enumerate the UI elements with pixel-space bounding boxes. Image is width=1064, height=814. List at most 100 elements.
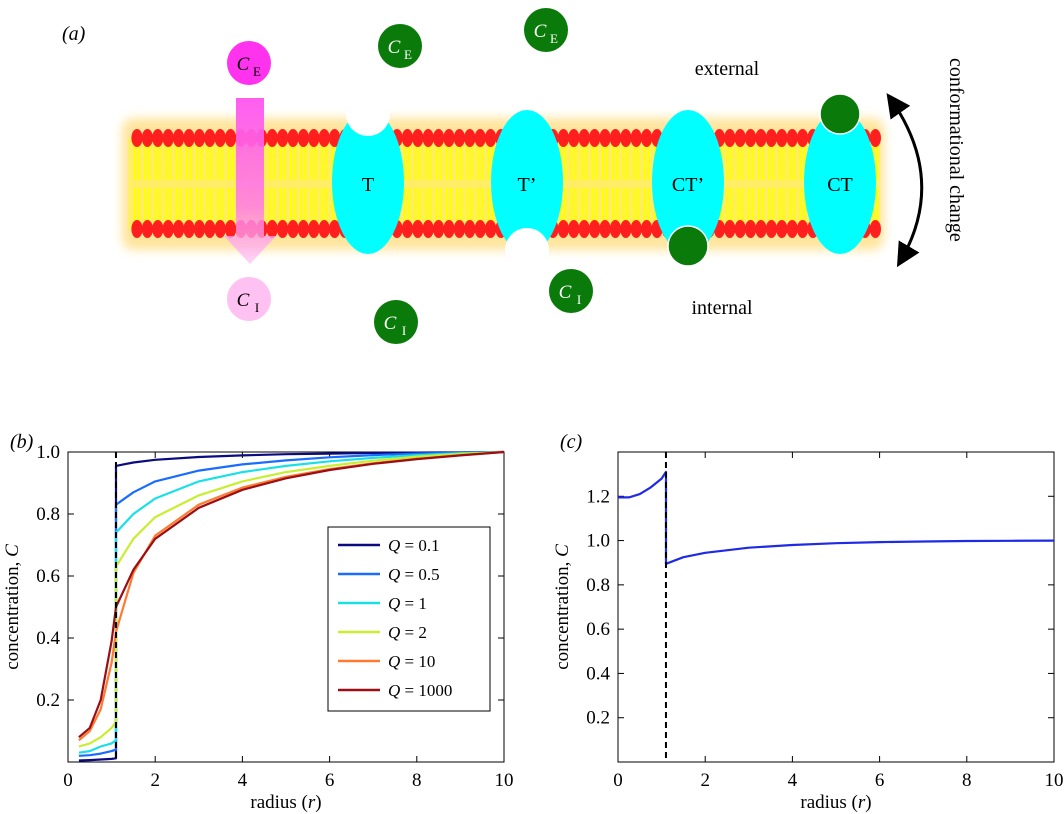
y-tick-label: 0.6 [36,566,60,587]
lipid-head [152,129,164,147]
transporter-T: T [332,92,404,254]
x-tick-label: 4 [238,770,248,791]
y-axis-label: concentration, C [2,544,23,670]
lipid-head [734,220,746,238]
y-tick-label: 0.8 [36,504,60,525]
lipid-head [329,220,341,238]
lipid-head [578,220,590,238]
transporter-T-prime-label: T’ [518,174,537,196]
lipid-head [724,220,736,238]
panel-a: (a) T T’ CT’ CT [62,8,967,344]
lipid-head [422,220,434,238]
lipid-head [589,129,601,147]
lipid-head [630,220,642,238]
lipid-head [485,129,497,147]
y-tick-label: 0.2 [36,690,60,711]
x-tick-label: 2 [700,770,710,791]
lipid-head [453,129,465,147]
x-tick-label: 10 [1045,770,1064,791]
svg-text:C: C [237,290,250,311]
lipid-head [204,220,216,238]
lipid-head [433,129,445,147]
lipid-head [557,220,570,238]
conformational-change-label: conformational change [945,58,967,242]
lipid-head [724,129,736,147]
lipid-head [474,220,486,238]
y-tick-label: 0.4 [586,663,610,684]
legend-entry: Q = 10 [388,652,435,671]
lipid-head [412,129,424,147]
lipid-head [162,129,174,147]
lipid-head [308,220,320,238]
lipid-head [776,129,788,147]
lipid-head [308,129,320,147]
lipid-head [797,129,809,147]
lipid-head [568,220,580,238]
lipid-head [173,129,185,147]
lipid-head [609,129,622,147]
lipid-head [568,129,580,147]
panel-label: (c) [560,431,583,453]
transporter-CT-prime-label: CT’ [672,174,704,196]
lipid-head [641,129,653,147]
svg-text:I: I [402,323,406,338]
lipid-head [589,220,601,238]
lipid-head [443,129,455,147]
lipid-head [329,129,341,147]
x-axis-label: radius (r) [250,792,321,813]
lipid-head [443,220,455,238]
panel-b-chart: 0 2 4 6 8 10 0.2 0.4 0.6 0.8 1.0 radius (r) concentr… [2,431,514,813]
lipid-head [225,129,237,147]
lipid-head [797,220,809,238]
series-line-3 [78,450,505,748]
lipid-head [193,129,205,147]
lipid-head [214,129,226,147]
plot-frame [617,451,1055,763]
transporter-CT: CT [804,93,876,254]
molecule-CE-green-2: C E [524,8,568,52]
svg-text:C: C [559,282,572,303]
svg-text:C: C [534,21,547,42]
lipid-head [287,129,299,147]
panel-c-chart: 0 2 4 6 8 10 0.2 0.4 0.6 0.8 1.0 1.2 radius (r) conce… [552,431,1064,813]
lipid-head [599,220,611,238]
svg-text:E: E [404,47,412,62]
legend-entry: Q = 1000 [388,681,452,700]
series-line-2 [78,450,505,754]
external-label: external [695,58,760,80]
lipid-head [287,220,299,238]
lipid-head [641,220,653,238]
molecule-CE-green-1: C E [378,24,422,68]
lipid-head [630,129,642,147]
legend-entry: Q = 0.1 [388,536,440,555]
lipid-head [162,220,174,238]
lipid-head [401,129,413,147]
transporter-T-label: T [362,174,374,196]
x-tick-label: 8 [412,770,422,791]
lipid-head [225,220,237,238]
svg-text:C: C [388,37,401,58]
y-tick-label: 0.2 [586,708,610,729]
lipid-head [141,129,153,147]
y-tick-label: 0.4 [36,628,60,649]
x-tick-label: 4 [788,770,798,791]
lipid-head [745,220,757,238]
lipid-head [755,220,767,238]
molecule-CE-magenta: C E [227,41,271,85]
series-line-0 [78,450,505,762]
x-tick-label: 0 [63,770,73,791]
conformational-change-arrow [886,93,924,268]
lipid-head [609,220,622,238]
transporter-CT-prime: CT’ [652,110,724,267]
svg-text:C: C [237,54,250,75]
lipid-head [412,220,424,238]
lipid-head [183,129,195,147]
passive-diffusion-arrow [224,98,276,264]
lipid-head [214,220,226,238]
x-tick-label: 6 [325,770,335,791]
lipid-head [318,129,330,147]
lipid-head [173,220,185,238]
transporter-CT-label: CT [827,174,853,196]
lipid-head [578,129,590,147]
